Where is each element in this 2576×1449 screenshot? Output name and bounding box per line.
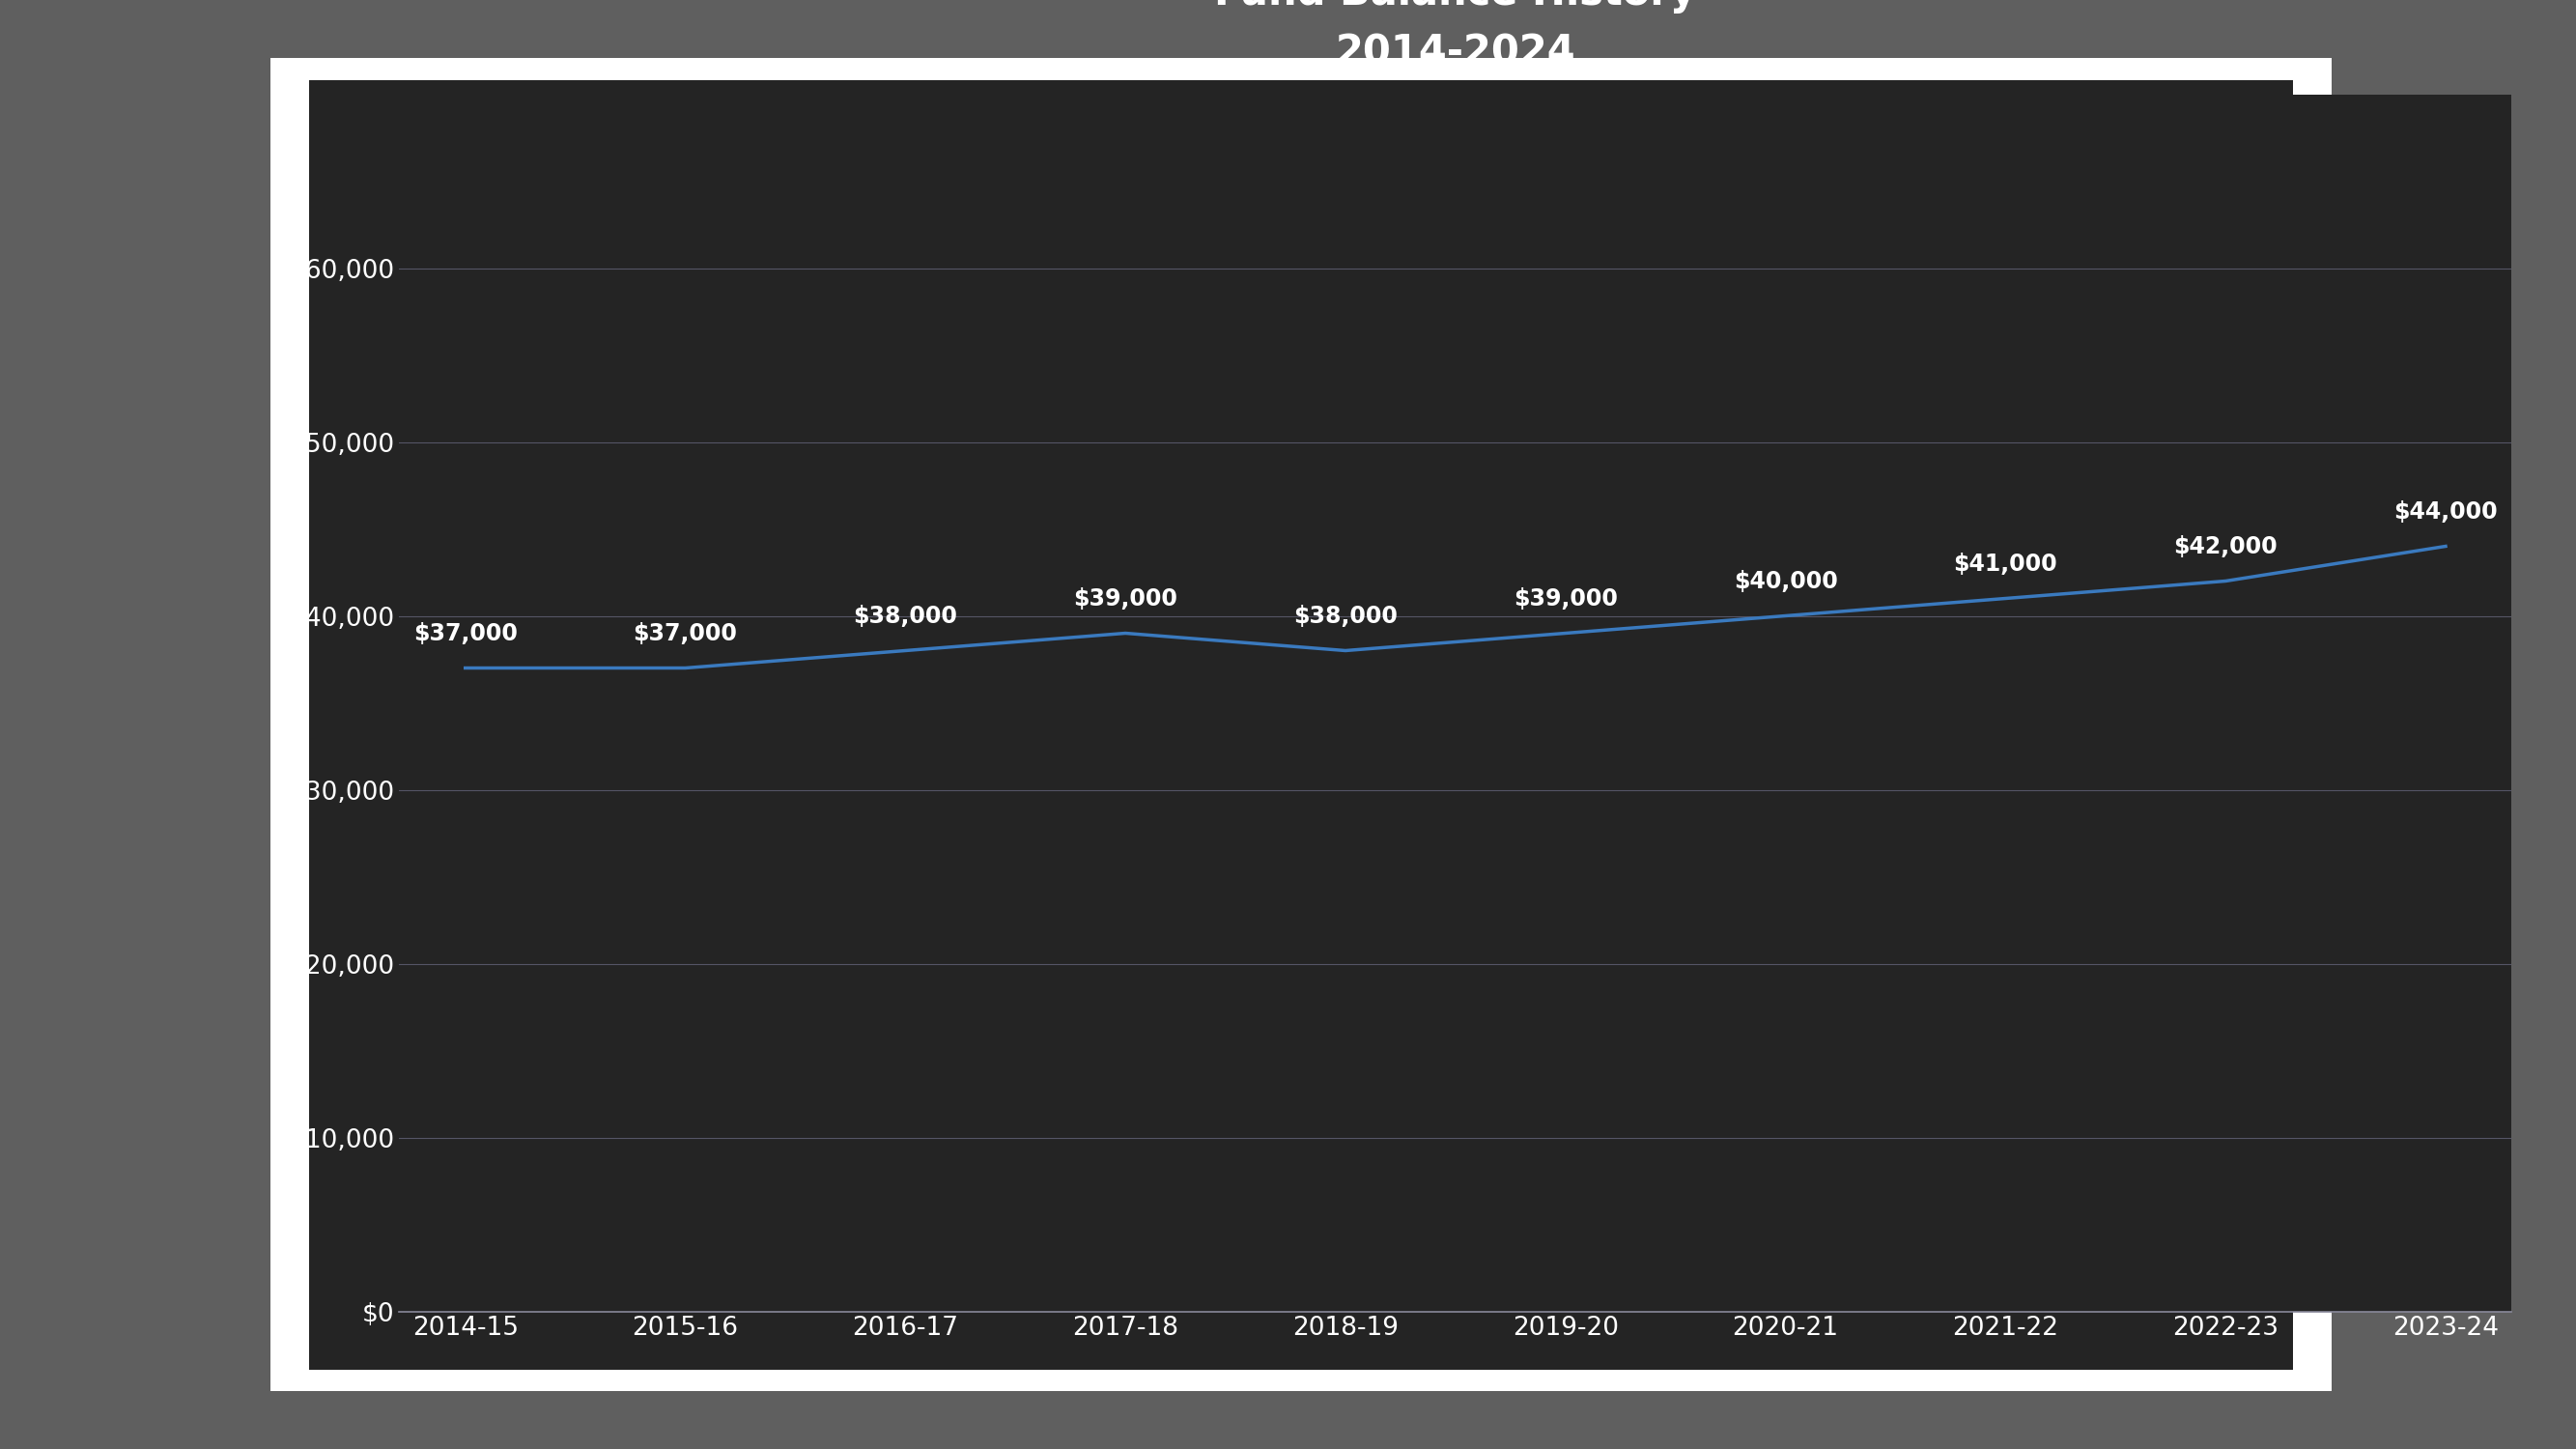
Text: $38,000: $38,000 <box>1293 604 1399 627</box>
Text: $44,000: $44,000 <box>2393 500 2499 523</box>
Text: $37,000: $37,000 <box>412 622 518 645</box>
Text: $42,000: $42,000 <box>2174 535 2277 558</box>
Text: $38,000: $38,000 <box>853 604 958 627</box>
Text: $41,000: $41,000 <box>1953 552 2058 575</box>
Text: $39,000: $39,000 <box>1512 587 1618 610</box>
Text: $37,000: $37,000 <box>634 622 737 645</box>
Title: Fund Balance History
2014-2024: Fund Balance History 2014-2024 <box>1213 0 1698 74</box>
Text: $39,000: $39,000 <box>1074 587 1177 610</box>
Text: $40,000: $40,000 <box>1734 569 1837 593</box>
